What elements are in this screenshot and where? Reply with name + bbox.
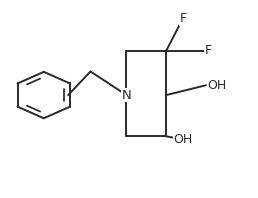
Text: OH: OH	[207, 79, 227, 92]
Text: F: F	[179, 12, 187, 25]
Text: OH: OH	[173, 133, 192, 146]
Text: F: F	[205, 44, 212, 57]
Text: N: N	[122, 89, 131, 102]
